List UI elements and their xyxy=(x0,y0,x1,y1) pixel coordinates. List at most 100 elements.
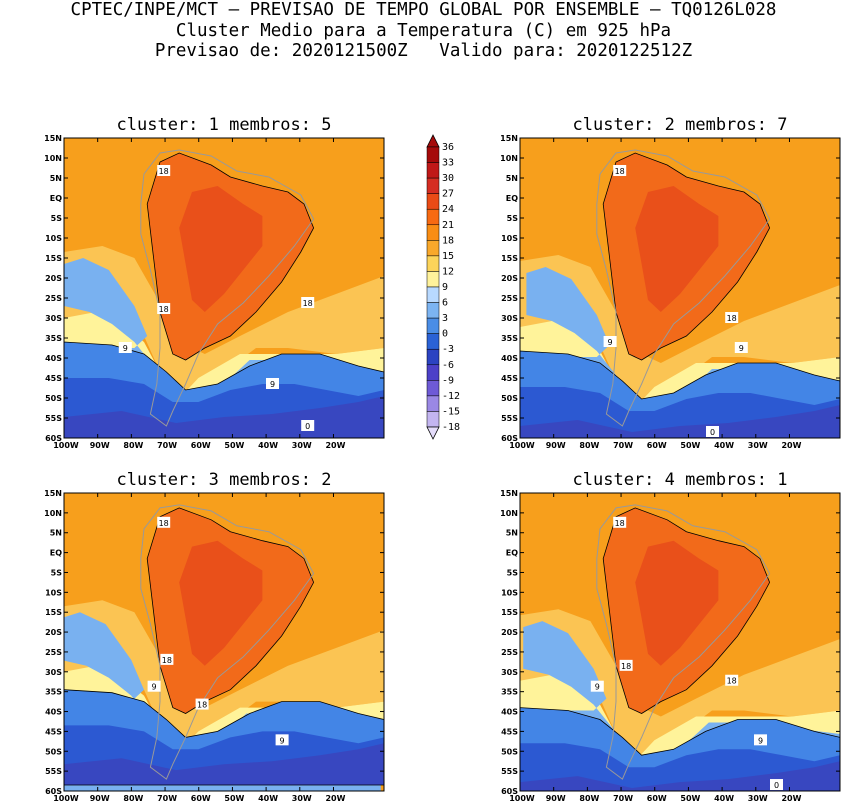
y-tick-label: 20S xyxy=(501,628,518,637)
y-tick-label: 55S xyxy=(45,414,62,423)
y-tick-label: 15S xyxy=(45,608,62,617)
colorbar-label: -18 xyxy=(442,422,460,433)
y-tick-label: EQ xyxy=(50,549,62,558)
y-tick-label: 5N xyxy=(50,529,62,538)
x-tick-label: 30W xyxy=(292,441,312,450)
y-tick-label: 50S xyxy=(501,394,518,403)
colorbar-label: -3 xyxy=(442,344,454,355)
panel-title: cluster: 4 membros: 1 xyxy=(573,470,788,490)
y-tick-label: 35S xyxy=(45,688,62,697)
contour-label: 0 xyxy=(774,781,779,790)
x-tick-label: 30W xyxy=(292,794,312,803)
y-tick-label: 35S xyxy=(501,334,518,343)
x-tick-label: 100W xyxy=(53,441,79,450)
colorbar-swatch xyxy=(426,162,440,179)
panel-frame xyxy=(63,137,385,439)
colorbar-label: 3 xyxy=(442,313,448,324)
y-tick-label: 30S xyxy=(45,314,62,323)
y-tick-label: 30S xyxy=(501,314,518,323)
contour-label: 18 xyxy=(159,167,169,176)
contour-label: 9 xyxy=(123,344,128,353)
y-tick-label: 10N xyxy=(500,509,518,518)
x-tick-label: 70W xyxy=(157,441,177,450)
panel-frame xyxy=(63,492,385,792)
y-tick-label: 15S xyxy=(501,608,518,617)
coastline xyxy=(596,504,771,780)
header-line-3: Previsao de: 2020121500Z Valido para: 20… xyxy=(154,41,693,61)
y-tick-label: 35S xyxy=(501,688,518,697)
band-15-18 xyxy=(64,246,384,402)
y-tick-label: 50S xyxy=(501,747,518,756)
panel-frame xyxy=(519,492,841,792)
colorbar-top-arrow xyxy=(426,134,440,148)
contour-label: 9 xyxy=(739,344,744,353)
x-tick-label: 90W xyxy=(546,441,566,450)
contour-label: 0 xyxy=(305,422,310,431)
y-tick-label: 30S xyxy=(501,668,518,677)
contour-label-box xyxy=(195,698,209,710)
colorbar-swatch xyxy=(426,255,440,272)
colorbar-swatch xyxy=(426,271,440,288)
y-tick-label: 55S xyxy=(501,767,518,776)
colorbar-swatch xyxy=(426,380,440,397)
x-tick-label: 100W xyxy=(509,441,535,450)
band-below-0 xyxy=(64,743,384,785)
y-tick-label: 10S xyxy=(501,234,518,243)
x-tick-label: 80W xyxy=(579,794,599,803)
colorbar-label: 33 xyxy=(442,158,454,169)
contour-label-box xyxy=(275,734,289,746)
x-tick-label: 60W xyxy=(647,441,667,450)
header-line-2: Cluster Medio para a Temperatura (C) em … xyxy=(175,20,672,41)
y-tick-label: 5N xyxy=(506,529,518,538)
y-tick-label: 15S xyxy=(501,254,518,263)
map-panel-4: 18 18 18 9 9 0 cluster: 4 membros: 1 15N 10N 5N EQ… xyxy=(500,470,841,803)
x-tick-label: 20W xyxy=(781,794,801,803)
colorbar-swatch xyxy=(426,177,440,194)
contour-label-box xyxy=(754,734,767,746)
x-tick-label: 100W xyxy=(53,794,79,803)
contour-label-box xyxy=(619,659,633,671)
band-below-0 xyxy=(520,405,840,438)
contour-label: 9 xyxy=(608,338,613,347)
x-tick-label: 60W xyxy=(191,441,211,450)
x-tick-label: 70W xyxy=(157,794,177,803)
temperature-field xyxy=(520,493,840,791)
contour-label-box xyxy=(147,680,161,692)
contour-label: 18 xyxy=(303,299,313,308)
y-tick-label: 10N xyxy=(500,154,518,163)
x-tick-label: 90W xyxy=(546,794,566,803)
contour-label-box xyxy=(160,653,174,665)
y-tick-label: 15N xyxy=(500,489,518,498)
y-tick-label: 45S xyxy=(501,727,518,736)
contour-label: 9 xyxy=(152,683,157,692)
y-tick-label: EQ xyxy=(506,549,518,558)
y-tick-label: 40S xyxy=(45,708,62,717)
figure-header: CPTEC/INPE/MCT – PREVISAO DE TEMPO GLOBA… xyxy=(0,0,847,62)
temperature-field xyxy=(520,138,840,438)
contour-label-box xyxy=(734,342,748,353)
colorbar-swatch xyxy=(426,208,440,226)
y-tick-label: 60S xyxy=(501,434,518,443)
colorbar-label: 9 xyxy=(442,282,448,293)
contour-9 xyxy=(64,689,384,786)
map-panel-1: 18 18 18 9 9 0 cluster: 1 membros: 5 15N 10N 5N EQ… xyxy=(44,115,385,450)
x-tick-label: 90W xyxy=(90,441,110,450)
contour-label: 18 xyxy=(727,314,737,323)
y-tick-label: 30S xyxy=(45,668,62,677)
y-tick-label: 55S xyxy=(45,767,62,776)
colorbar-label: 24 xyxy=(442,204,454,215)
y-tick-label: 50S xyxy=(45,747,62,756)
x-tick-label: 80W xyxy=(123,794,143,803)
contour-label-box xyxy=(725,312,739,323)
y-tick-label: 5S xyxy=(51,568,63,577)
y-tick-label: 10N xyxy=(44,509,62,518)
colorbar-swatch xyxy=(426,240,440,257)
panel-title: cluster: 3 membros: 2 xyxy=(117,470,332,490)
band-15-18 xyxy=(64,600,384,756)
colorbar-label: -9 xyxy=(442,375,454,386)
map-panel-3: 18 18 18 9 9 cluster: 3 membros: 2 15N 10N 5N EQ 5… xyxy=(44,470,385,803)
contour-label: 18 xyxy=(621,662,631,671)
x-tick-label: 60W xyxy=(647,794,667,803)
y-tick-label: 35S xyxy=(45,334,62,343)
band-15-18 xyxy=(520,255,840,411)
